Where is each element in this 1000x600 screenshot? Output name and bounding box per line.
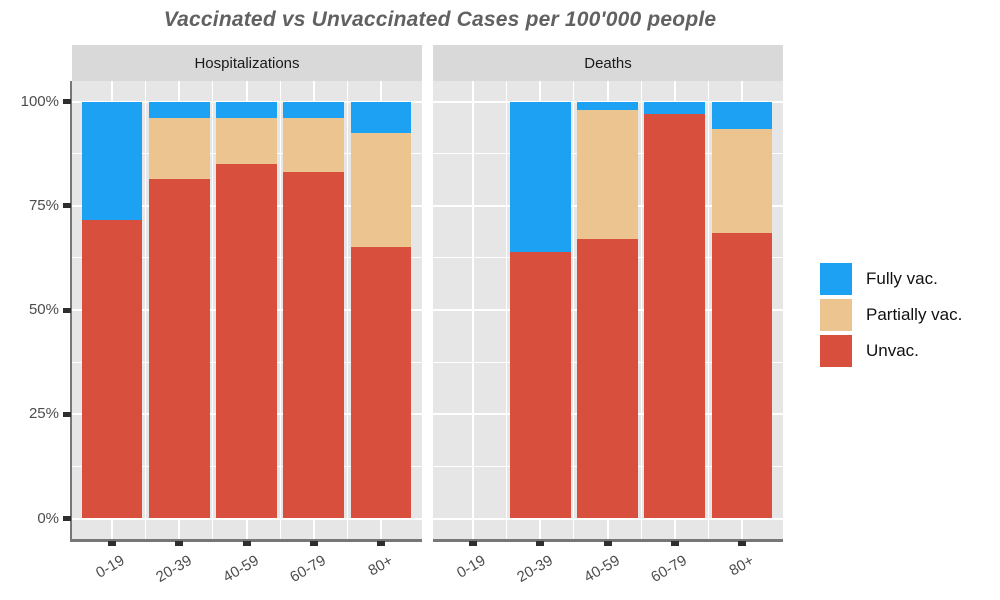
- legend: Fully vac. Partially vac. Unvac.: [820, 263, 962, 367]
- gridline-minor-v: [145, 81, 147, 539]
- x-axis-tick: [175, 541, 184, 546]
- x-axis-tick-label: 40-59: [581, 552, 623, 586]
- bar-segment-deaths-20-39-fully-vac: [510, 101, 571, 252]
- bar-segment-hospitalizations-20-39-unvac: [149, 178, 210, 519]
- bar-segment-deaths-80-unvac: [711, 232, 772, 519]
- x-axis-line-hospitalizations: [69, 539, 422, 542]
- bar-segment-hospitalizations-80-unvac: [350, 247, 411, 519]
- legend-key-unvac-swatch: [820, 335, 852, 367]
- gridline-minor-v: [506, 81, 508, 539]
- x-axis-tick-label: 20-39: [153, 552, 195, 586]
- legend-entry-fully-vac: Fully vac.: [820, 263, 962, 295]
- x-axis-tick-label: 80+: [365, 552, 397, 580]
- x-axis-tick: [242, 541, 251, 546]
- y-axis-tick: [63, 516, 71, 521]
- bar-segment-hospitalizations-0-19-unvac: [82, 220, 143, 519]
- gridline-minor-v: [279, 81, 281, 539]
- bar-segment-hospitalizations-60-79-fully-vac: [283, 101, 344, 119]
- legend-entry-partially-vac: Partially vac.: [820, 299, 962, 331]
- y-axis-tick-label: 100%: [20, 92, 59, 110]
- x-axis-tick-label: 0-19: [454, 552, 489, 582]
- x-axis-tick: [108, 541, 117, 546]
- bar-segment-hospitalizations-80-fully-vac: [350, 101, 411, 133]
- x-axis-deaths: 0-19 20-39 40-59 60-79 80+: [433, 539, 783, 599]
- x-axis-tick: [309, 541, 318, 546]
- facet-strip-deaths: Deaths: [433, 45, 783, 81]
- facet-panel-hospitalizations: [72, 81, 422, 539]
- bar-segment-hospitalizations-40-59-unvac: [216, 164, 277, 519]
- bar-segment-hospitalizations-80-partially-vac: [350, 132, 411, 248]
- x-axis-tick: [603, 541, 612, 546]
- bar-segment-hospitalizations-20-39-partially-vac: [149, 118, 210, 179]
- x-axis-hospitalizations: 0-19 20-39 40-59 60-79 80+: [72, 539, 422, 599]
- x-axis-tick-label: 0-19: [93, 552, 128, 582]
- bar-segment-hospitalizations-60-79-partially-vac: [283, 118, 344, 173]
- bar-segment-hospitalizations-40-59-fully-vac: [216, 101, 277, 119]
- facet-panel-deaths: [433, 81, 783, 539]
- gridline-major-v: [472, 81, 475, 539]
- x-axis-line-deaths: [433, 539, 783, 542]
- legend-label: Partially vac.: [866, 305, 963, 324]
- y-axis-tick-label: 50%: [28, 301, 59, 318]
- legend-label: Fully vac.: [866, 269, 938, 288]
- bar-segment-hospitalizations-20-39-fully-vac: [149, 101, 210, 119]
- bar-segment-hospitalizations-60-79-unvac: [283, 172, 344, 519]
- legend-key-fully-vac-swatch: [820, 263, 852, 295]
- bar-segment-deaths-40-59-partially-vac: [577, 109, 638, 240]
- bar-segment-deaths-60-79-unvac: [644, 114, 705, 519]
- x-axis-tick-label: 60-79: [287, 552, 330, 586]
- x-axis-tick: [469, 541, 478, 546]
- gridline-minor-v: [640, 81, 642, 539]
- gridline-minor-v: [707, 81, 709, 539]
- chart-title: Vaccinated vs Unvaccinated Cases per 100…: [163, 8, 717, 31]
- y-axis-tick-label: 25%: [28, 405, 59, 423]
- y-axis: 0% 25% 50% 75% 100%: [0, 0, 72, 600]
- x-axis-tick: [376, 541, 385, 546]
- facet-strip-label: Deaths: [584, 54, 632, 72]
- gridline-minor-v: [346, 81, 348, 539]
- x-axis-tick-label: 80+: [726, 552, 758, 580]
- bar-segment-deaths-80-partially-vac: [711, 128, 772, 233]
- legend-entry-unvac: Unvac.: [820, 335, 962, 367]
- x-axis-tick: [536, 541, 545, 546]
- gridline-minor-v: [212, 81, 214, 539]
- y-axis-tick: [63, 307, 71, 313]
- legend-label: Unvac.: [866, 341, 919, 360]
- x-axis-tick-label: 60-79: [648, 552, 691, 586]
- y-axis-tick: [63, 203, 71, 209]
- y-axis-tick-label: 0%: [37, 509, 59, 527]
- bar-segment-deaths-60-79-fully-vac: [644, 101, 705, 114]
- bar-segment-deaths-40-59-unvac: [577, 239, 638, 519]
- gridline-minor-v: [573, 81, 575, 539]
- x-axis-tick: [737, 541, 746, 546]
- y-axis-tick: [63, 411, 71, 417]
- x-axis-tick-label: 20-39: [514, 552, 556, 586]
- bar-segment-hospitalizations-40-59-partially-vac: [216, 118, 277, 165]
- bar-segment-deaths-80-fully-vac: [711, 101, 772, 129]
- bar-segment-deaths-20-39-unvac: [510, 251, 571, 519]
- facet-strip-hospitalizations: Hospitalizations: [72, 45, 422, 81]
- legend-key-partially-vac-swatch: [820, 299, 852, 331]
- x-axis-tick: [670, 541, 679, 546]
- x-axis-tick-label: 40-59: [220, 552, 262, 586]
- y-axis-tick-label: 75%: [28, 196, 59, 214]
- facet-strip-label: Hospitalizations: [194, 54, 300, 72]
- y-axis-tick: [63, 99, 71, 104]
- bar-segment-hospitalizations-0-19-fully-vac: [82, 101, 143, 221]
- bar-segment-deaths-40-59-fully-vac: [577, 101, 638, 110]
